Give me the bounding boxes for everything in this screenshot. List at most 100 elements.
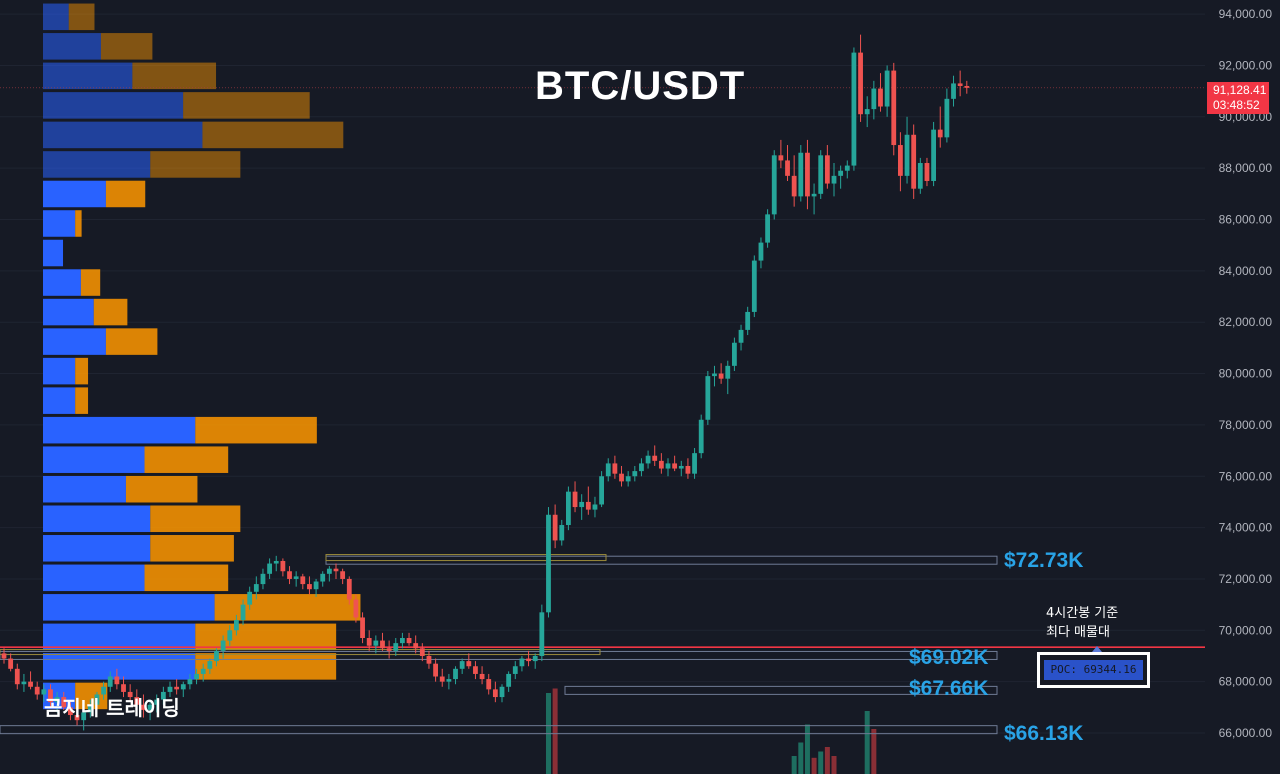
candle	[240, 599, 246, 626]
candle-body	[267, 563, 272, 574]
candle-body	[240, 604, 246, 621]
candle-body	[625, 476, 631, 482]
candle	[1, 648, 7, 664]
candle	[473, 661, 478, 680]
candle-body	[765, 214, 770, 243]
candle	[87, 699, 93, 718]
candle-body	[831, 175, 837, 184]
candle	[566, 486, 571, 531]
candle-body	[386, 648, 392, 651]
candle-body	[778, 155, 784, 161]
candle	[499, 684, 505, 703]
candle	[526, 650, 531, 667]
volume-profile-sell-bar	[100, 33, 153, 60]
candle-body	[871, 88, 877, 110]
candle-body	[838, 170, 844, 176]
candle	[406, 632, 412, 646]
candle	[433, 658, 438, 682]
candle	[559, 519, 565, 546]
candle-body	[61, 697, 67, 708]
volume-profile-sell-bar	[202, 121, 344, 149]
candle-body	[287, 571, 292, 579]
candle-body	[851, 52, 857, 166]
volume-profile-buy-bar	[43, 357, 76, 385]
candle	[785, 145, 790, 181]
poc-note: 4시간봉 기준 최다 매물대	[1046, 604, 1118, 642]
price-axis-label: 70,000.00	[1219, 623, 1273, 637]
price-axis-label: 88,000.00	[1219, 161, 1273, 175]
candle-body	[818, 155, 824, 194]
volume-profile-buy-bar	[43, 564, 145, 592]
candle	[486, 673, 492, 695]
candle	[818, 150, 824, 199]
candle-body	[805, 152, 810, 197]
candle	[353, 594, 359, 623]
candle-body	[712, 373, 717, 377]
volume-profile-buy-bar	[43, 328, 106, 355]
candle	[519, 655, 525, 672]
level-box-69020	[0, 650, 998, 660]
volume-profile-buy-bar	[43, 3, 69, 31]
volume-profile-sell-bar	[93, 298, 128, 326]
candle	[619, 465, 624, 487]
level-box-66130	[0, 725, 998, 735]
candle	[665, 458, 671, 477]
candle	[21, 673, 27, 692]
candle-body	[214, 650, 219, 662]
candle-body	[552, 514, 558, 541]
candle	[632, 465, 638, 482]
price-axis-label: 74,000.00	[1219, 521, 1273, 535]
candle-body	[247, 591, 253, 605]
candle-body	[758, 242, 764, 261]
volume-profile-buy-bar	[43, 298, 94, 326]
candle	[858, 34, 863, 122]
candle-body	[346, 578, 352, 600]
candle-body	[114, 676, 120, 685]
candle	[41, 684, 47, 703]
candle	[167, 681, 173, 698]
candle	[738, 324, 744, 351]
candle-body	[134, 697, 140, 705]
volume-profile-sell-bar	[183, 92, 310, 119]
current-price: 91,128.41	[1213, 83, 1267, 97]
volume-profile-buy-bar	[43, 151, 151, 178]
candle-body	[220, 640, 226, 651]
candle	[725, 360, 731, 395]
price-axis-label: 92,000.00	[1219, 58, 1273, 72]
candle	[898, 132, 903, 192]
volume-profile-sell-bar	[132, 62, 217, 90]
candle	[957, 70, 963, 97]
candle-body	[333, 568, 339, 572]
candle-body	[366, 638, 372, 646]
candle	[652, 445, 658, 466]
candle	[831, 163, 837, 197]
volume-profile-sell-bar	[75, 387, 89, 414]
candle-body	[419, 648, 425, 656]
level-label-72730: $72.73K	[1004, 549, 1084, 572]
candle	[280, 558, 286, 577]
volume-bar	[804, 724, 810, 774]
candle	[147, 699, 153, 721]
volume-profile-buy-bar	[43, 505, 151, 533]
candle-body	[745, 311, 751, 330]
candle	[267, 558, 272, 579]
candle-body	[771, 155, 777, 215]
candle	[811, 183, 817, 215]
candle	[871, 80, 877, 120]
price-axis-label: 84,000.00	[1219, 264, 1273, 278]
candle-body	[406, 638, 412, 644]
candle-body	[353, 599, 359, 618]
candle-body	[506, 673, 512, 687]
volume-bar	[831, 756, 837, 774]
candle-body	[619, 473, 624, 482]
candle-body	[307, 584, 312, 590]
candle-body	[658, 460, 664, 469]
candle-body	[479, 673, 485, 680]
candle	[54, 691, 60, 713]
volume-bar	[871, 729, 877, 774]
volume-profile-buy-bar	[43, 92, 184, 119]
candle-body	[141, 704, 146, 710]
volume-profile-buy-bar	[43, 62, 133, 90]
